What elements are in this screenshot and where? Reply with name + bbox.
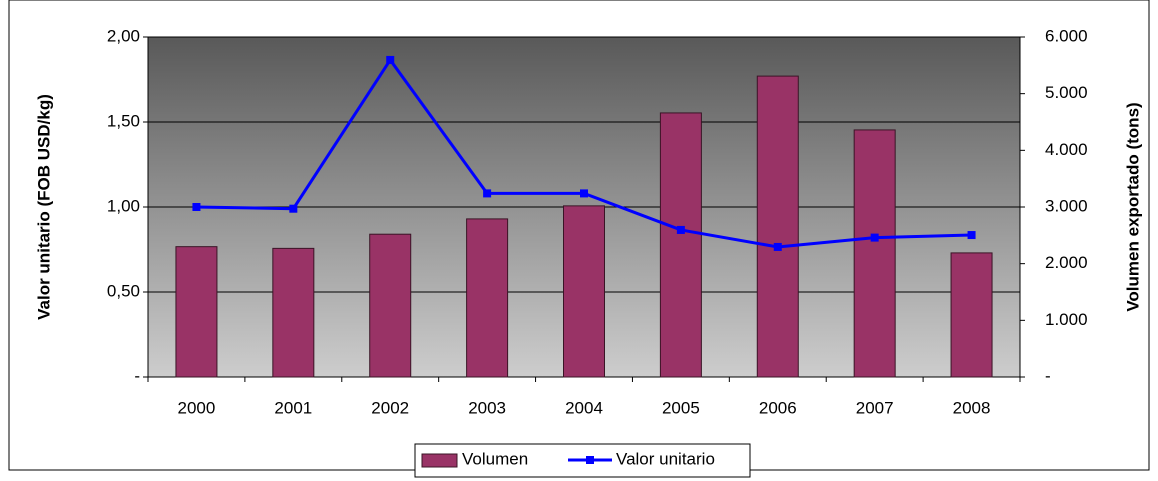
bar [659, 112, 702, 378]
y2-axis-title: Volumen exportado (tons) [1123, 102, 1142, 311]
y-tick-label: - [134, 366, 140, 385]
line-marker [870, 233, 879, 242]
x-tick-label: 2003 [468, 398, 506, 417]
bar [272, 247, 315, 378]
line-marker [967, 231, 976, 240]
x-tick-label: 2002 [371, 398, 409, 417]
y2-tick-label: 4.000 [1045, 140, 1088, 159]
line-marker [580, 189, 588, 198]
x-tick-label: 2000 [178, 398, 216, 417]
bar [563, 205, 605, 378]
y-axis-title: Valor unitario (FOB USD/kg) [34, 94, 53, 320]
line-marker [676, 225, 685, 234]
x-tick-label: 2005 [662, 398, 700, 417]
y2-tick-label: 5.000 [1045, 83, 1088, 102]
x-tick-label: 2008 [953, 398, 991, 417]
line-marker [289, 204, 298, 213]
y-tick-label: 1,50 [107, 111, 140, 130]
y-tick-label: 1,00 [107, 196, 140, 215]
legend-label: Valor unitario [616, 449, 715, 468]
x-tick-label: 2004 [565, 398, 603, 417]
y2-tick-label: 6.000 [1045, 26, 1088, 45]
x-tick-label: 2006 [759, 398, 797, 417]
line-marker [773, 242, 782, 251]
x-tick-label: 2001 [274, 398, 312, 417]
line-marker [483, 189, 492, 198]
legend-swatch [421, 453, 458, 468]
bar [369, 233, 412, 378]
bar [853, 129, 896, 378]
legend-label: Volumen [462, 449, 528, 468]
y2-tick-label: 1.000 [1045, 310, 1088, 329]
x-tick-label: 2007 [856, 398, 894, 417]
y2-tick-label: 3.000 [1045, 196, 1088, 215]
y-tick-label: 2,00 [107, 26, 140, 45]
line-marker [192, 203, 201, 211]
y2-tick-label: - [1045, 366, 1051, 385]
bar [175, 246, 218, 378]
bar [466, 218, 509, 378]
line-marker [386, 55, 395, 64]
y2-tick-label: 2.000 [1045, 253, 1088, 272]
y-tick-label: 0,50 [107, 281, 140, 300]
bar [950, 252, 993, 378]
legend-swatch [586, 456, 594, 464]
bar [756, 75, 799, 378]
